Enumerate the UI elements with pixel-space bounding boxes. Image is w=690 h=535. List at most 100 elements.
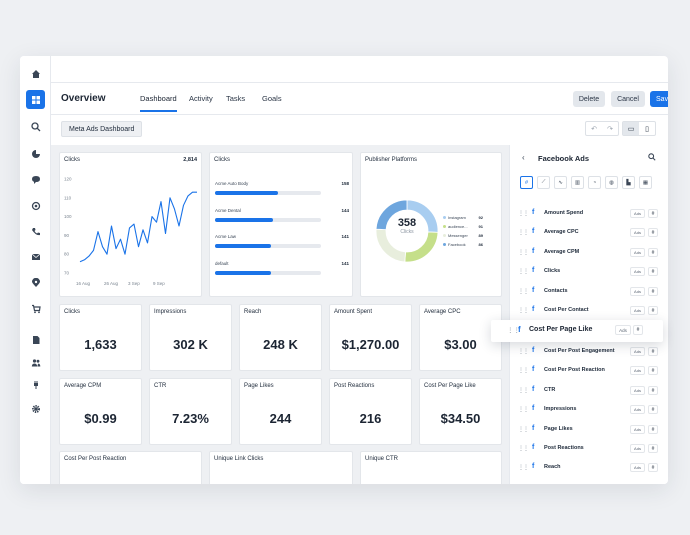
drag-handle-icon[interactable]: ⋮⋮ bbox=[518, 308, 529, 314]
support-icon[interactable] bbox=[26, 196, 45, 215]
number-type-badge: # bbox=[648, 386, 658, 395]
tab-goals[interactable]: Goals bbox=[262, 94, 282, 103]
drag-handle-icon[interactable]: ⋮⋮ bbox=[518, 465, 529, 471]
metric-item[interactable]: ⋮⋮ f Average CPM Ads # bbox=[518, 247, 666, 259]
back-chevron-icon[interactable]: ‹ bbox=[522, 153, 525, 162]
bar-value-label: 158 bbox=[341, 181, 349, 186]
pie-widget-icon[interactable]: ◔ bbox=[588, 176, 601, 189]
tab-dashboard[interactable]: Dashboard bbox=[140, 94, 177, 112]
metric-name: Cost Per Page Like bbox=[529, 326, 593, 333]
facebook-icon: f bbox=[532, 228, 535, 235]
drag-handle-icon[interactable]: ⋮⋮ bbox=[518, 349, 529, 355]
ads-badge: Ads bbox=[615, 325, 631, 335]
metric-item[interactable]: ⋮⋮ f Average CPC Ads # bbox=[518, 227, 666, 239]
tab-activity[interactable]: Activity bbox=[189, 94, 213, 103]
bar-widget-icon[interactable]: ▥ bbox=[571, 176, 584, 189]
line-widget-icon[interactable]: ⟋ bbox=[537, 176, 550, 189]
kpi-card[interactable]: Impressions 302 K bbox=[149, 304, 232, 371]
dragging-metric-item[interactable]: ⋮⋮ f Cost Per Page Like Ads # bbox=[491, 320, 663, 342]
facebook-icon: f bbox=[532, 248, 535, 255]
drag-handle-icon[interactable]: ⋮⋮ bbox=[518, 388, 529, 394]
ads-badge: Ads bbox=[630, 463, 645, 472]
globe-widget-icon[interactable]: ◍ bbox=[605, 176, 618, 189]
kpi-card-unique-ctr[interactable]: Unique CTR bbox=[360, 451, 502, 484]
kpi-card[interactable]: Amount Spent $1,270.00 bbox=[329, 304, 412, 371]
document-icon[interactable] bbox=[26, 330, 45, 349]
drag-handle-icon[interactable]: ⋮⋮ bbox=[518, 211, 529, 217]
bar-chart-card[interactable]: Clicks Acme Auto Body 158 Acme Dental 144 Ac… bbox=[209, 152, 353, 297]
kpi-card[interactable]: CTR 7.23% bbox=[149, 378, 232, 445]
column-widget-icon[interactable]: ▙ bbox=[622, 176, 635, 189]
metric-item[interactable]: ⋮⋮ f Post Reactions Ads # bbox=[518, 443, 666, 455]
phone-icon[interactable] bbox=[26, 222, 45, 241]
pie-chart-icon[interactable] bbox=[26, 144, 45, 163]
kpi-card[interactable]: Cost Per Page Like $34.50 bbox=[419, 378, 502, 445]
metric-item[interactable]: ⋮⋮ f Amount Spend Ads # bbox=[518, 208, 666, 220]
line-chart-title: Clicks bbox=[64, 157, 80, 163]
y-tick-label: 100 bbox=[64, 214, 72, 219]
plug-icon[interactable] bbox=[26, 375, 45, 394]
mail-icon[interactable] bbox=[26, 247, 45, 266]
metric-item[interactable]: ⋮⋮ f Page Likes Ads # bbox=[518, 424, 666, 436]
metric-item[interactable]: ⋮⋮ f Cost Per Post Engagement Ads # bbox=[518, 346, 666, 358]
number-widget-icon[interactable]: # bbox=[520, 176, 533, 189]
metric-item[interactable]: ⋮⋮ f Impressions Ads # bbox=[518, 404, 666, 416]
kpi-card-unique-link-clicks[interactable]: Unique Link Clicks bbox=[209, 451, 353, 484]
kpi-card[interactable]: Post Reactions 216 bbox=[329, 378, 412, 445]
home-icon[interactable] bbox=[26, 64, 45, 83]
save-button[interactable]: Save bbox=[650, 91, 668, 107]
drag-handle-icon[interactable]: ⋮⋮ bbox=[518, 269, 529, 275]
desktop-icon[interactable]: ▭ bbox=[623, 122, 639, 135]
drag-handle-icon[interactable]: ⋮⋮ bbox=[507, 327, 520, 334]
search-icon[interactable] bbox=[26, 117, 45, 136]
metric-item[interactable]: ⋮⋮ f Cost Per Post Reaction Ads # bbox=[518, 365, 666, 377]
number-type-badge: # bbox=[648, 425, 658, 434]
users-icon[interactable] bbox=[26, 353, 45, 372]
drag-handle-icon[interactable]: ⋮⋮ bbox=[518, 368, 529, 374]
page-header: Overview Dashboard Activity Tasks Goals … bbox=[51, 83, 668, 115]
kpi-card[interactable]: Average CPC $3.00 bbox=[419, 304, 502, 371]
metric-item[interactable]: ⋮⋮ f Clicks Ads # bbox=[518, 266, 666, 278]
metric-name: Average CPC bbox=[544, 229, 579, 235]
kpi-card[interactable]: Reach 248 K bbox=[239, 304, 322, 371]
cart-icon[interactable] bbox=[26, 299, 45, 318]
bar-track bbox=[215, 191, 321, 195]
table-widget-icon[interactable]: ▦ bbox=[639, 176, 652, 189]
drag-handle-icon[interactable]: ⋮⋮ bbox=[518, 446, 529, 452]
kpi-card[interactable]: Clicks 1,633 bbox=[59, 304, 142, 371]
drag-handle-icon[interactable]: ⋮⋮ bbox=[518, 250, 529, 256]
kpi-card-cost-per-post-reaction[interactable]: Cost Per Post Reaction bbox=[59, 451, 202, 484]
drag-handle-icon[interactable]: ⋮⋮ bbox=[518, 289, 529, 295]
line-chart-card[interactable]: Clicks 2,814 70 80 90 100 110 120 16 Aug 26 Aug… bbox=[59, 152, 202, 297]
redo-icon[interactable]: ↷ bbox=[607, 125, 613, 133]
ads-badge: Ads bbox=[630, 209, 645, 218]
trend-widget-icon[interactable]: ∿ bbox=[554, 176, 567, 189]
gear-icon[interactable] bbox=[26, 399, 45, 418]
kpi-card[interactable]: Page Likes 244 bbox=[239, 378, 322, 445]
number-type-badge: # bbox=[648, 405, 658, 414]
legend-label: Instagram bbox=[448, 215, 466, 220]
dashboard-icon[interactable] bbox=[26, 90, 45, 109]
dashboard-name[interactable]: Meta Ads Dashboard bbox=[61, 121, 143, 137]
drag-handle-icon[interactable]: ⋮⋮ bbox=[518, 230, 529, 236]
metric-item[interactable]: ⋮⋮ f CTR Ads # bbox=[518, 385, 666, 397]
chat-icon[interactable] bbox=[26, 170, 45, 189]
metric-item[interactable]: ⋮⋮ f Reach Ads # bbox=[518, 462, 666, 474]
legend-item: audience... 91 bbox=[443, 224, 483, 229]
location-icon[interactable] bbox=[26, 273, 45, 292]
legend-value: 89 bbox=[478, 233, 483, 238]
metric-item[interactable]: ⋮⋮ f Contacts Ads # bbox=[518, 286, 666, 298]
ads-badge: Ads bbox=[630, 425, 645, 434]
undo-icon[interactable]: ↶ bbox=[591, 125, 597, 133]
drag-handle-icon[interactable]: ⋮⋮ bbox=[518, 407, 529, 413]
kpi-label: Page Likes bbox=[244, 383, 274, 389]
mobile-icon[interactable]: ▯ bbox=[645, 125, 649, 133]
metric-item[interactable]: ⋮⋮ f Cost Per Contact Ads # bbox=[518, 305, 666, 317]
delete-button[interactable]: Delete bbox=[573, 91, 605, 107]
search-icon[interactable] bbox=[648, 153, 656, 163]
cancel-button[interactable]: Cancel bbox=[611, 91, 645, 107]
tab-tasks[interactable]: Tasks bbox=[226, 94, 246, 103]
kpi-card[interactable]: Average CPM $0.99 bbox=[59, 378, 142, 445]
donut-chart-card[interactable]: Publisher Platforms 358 Clicks Instagram… bbox=[360, 152, 502, 297]
drag-handle-icon[interactable]: ⋮⋮ bbox=[518, 427, 529, 433]
